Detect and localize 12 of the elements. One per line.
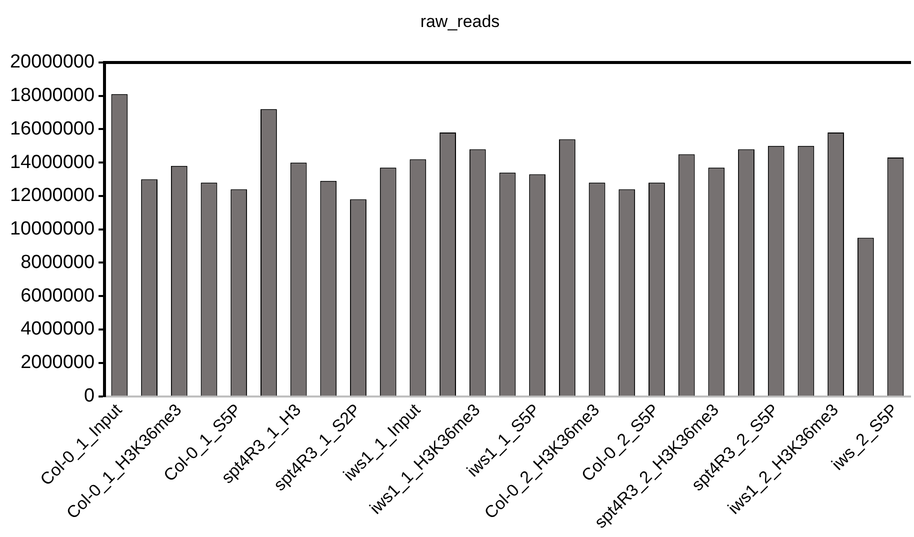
- y-tick-label: 20000000: [10, 52, 95, 73]
- y-tick-label: 2000000: [20, 352, 95, 374]
- y-tick-label: 8000000: [20, 252, 95, 273]
- y-tick-label: 18000000: [10, 85, 95, 106]
- y-tick-label: 4000000: [20, 318, 95, 340]
- y-tick-label: 0: [84, 386, 95, 407]
- y-tick-label: 6000000: [20, 285, 95, 306]
- y-tick-label: 10000000: [10, 218, 95, 240]
- y-tick-label: 12000000: [10, 185, 95, 206]
- y-tick-label: 14000000: [10, 152, 95, 173]
- chart-title: raw_reads: [420, 12, 500, 31]
- y-tick-label: 16000000: [10, 118, 95, 140]
